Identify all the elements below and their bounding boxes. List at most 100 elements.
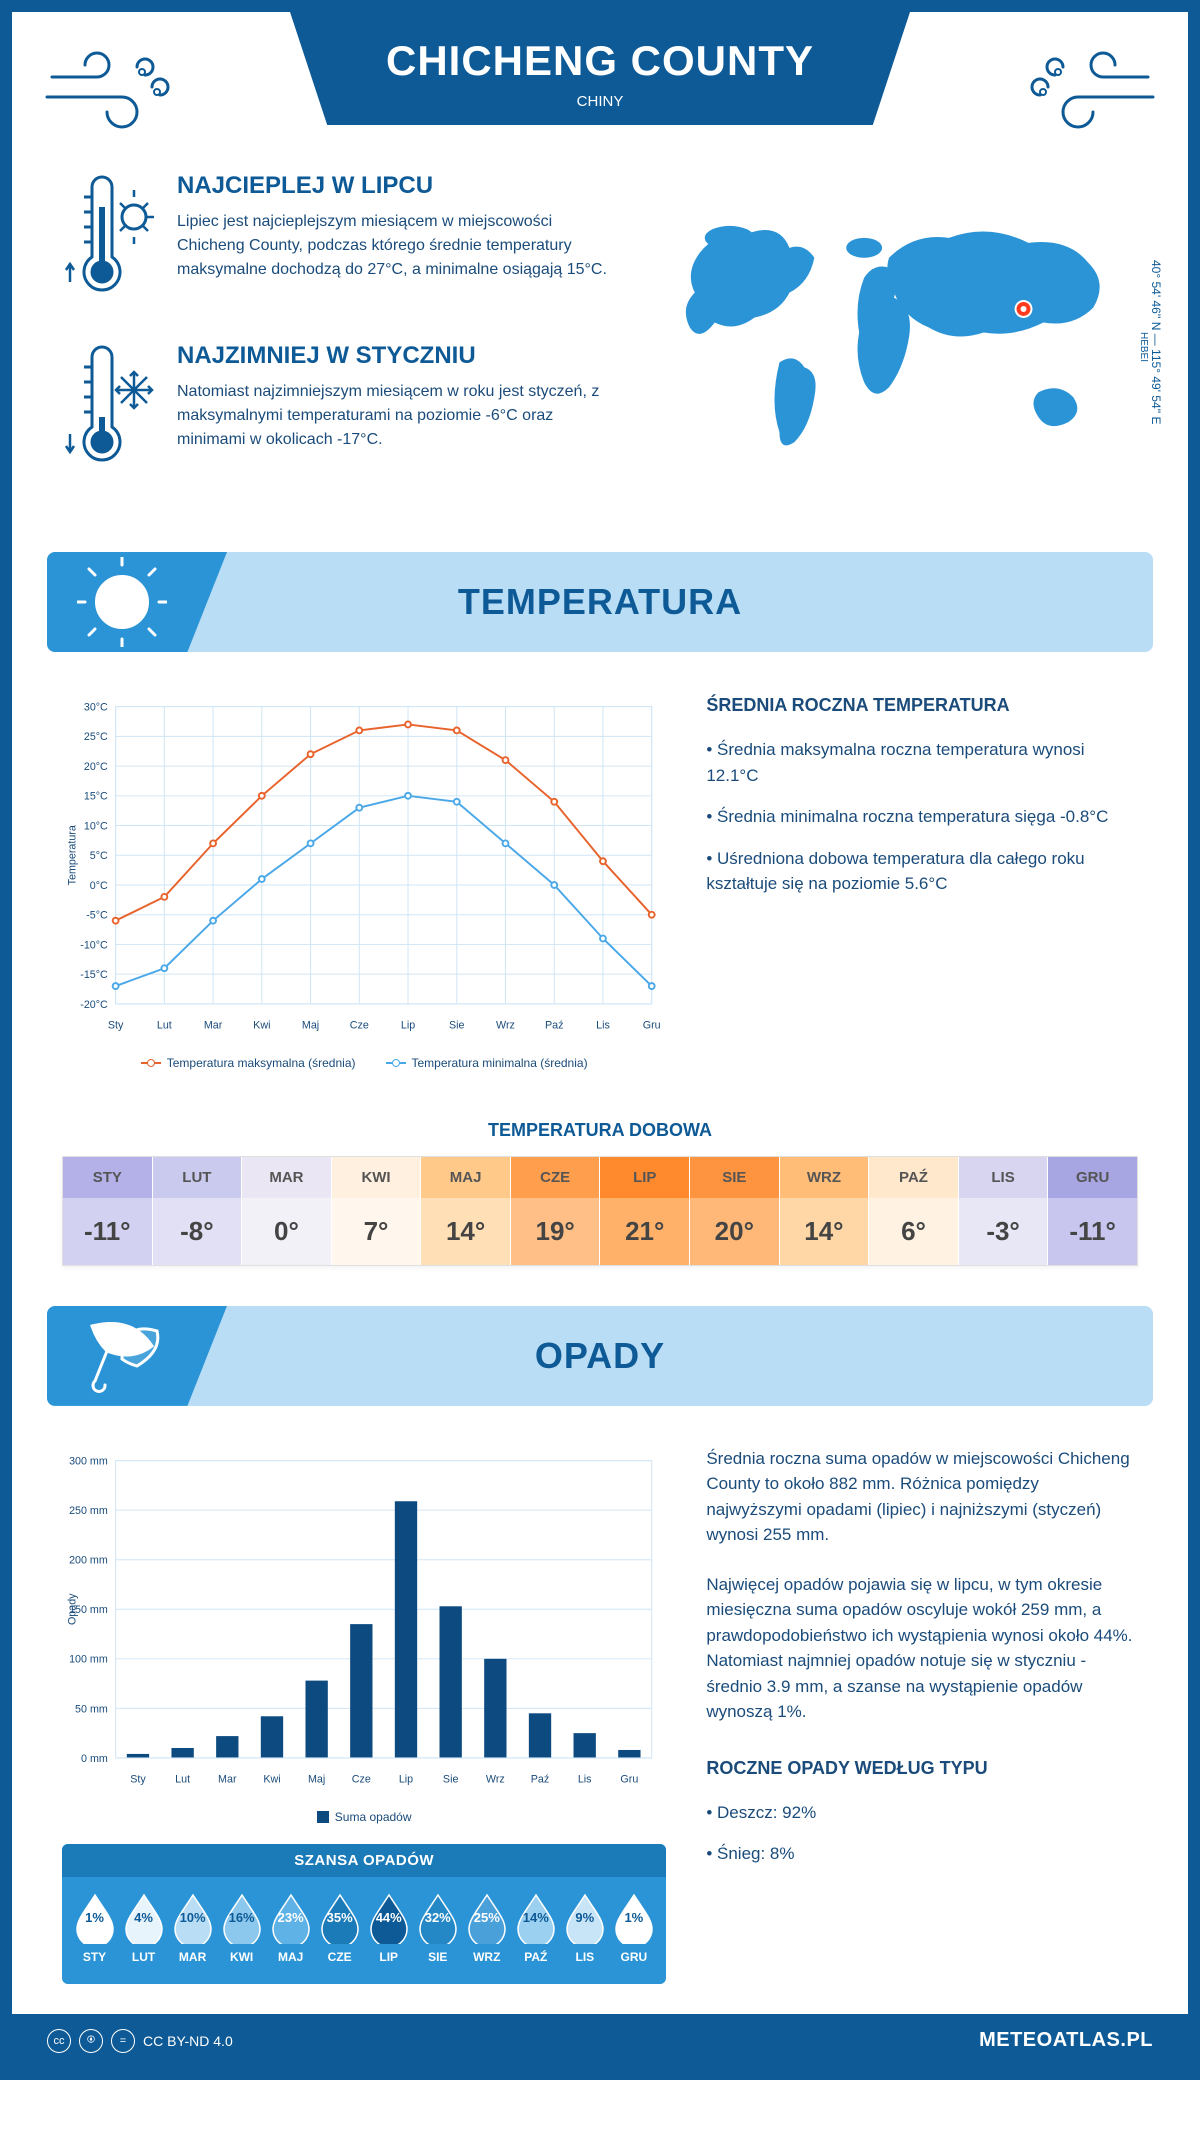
chance-drop: 14% PAŹ — [511, 1892, 560, 1964]
temp-cell: MAR 0° — [242, 1157, 332, 1265]
precipitation-title: OPADY — [535, 1335, 665, 1377]
precip-chance-panel: SZANSA OPADÓW 1% STY 4% LUT 10% MAR 16% — [62, 1844, 666, 1984]
precipitation-section-header: OPADY — [47, 1306, 1153, 1406]
infographic-frame: CHICHENG COUNTY CHINY — [0, 0, 1200, 2080]
svg-text:Mar: Mar — [204, 1019, 223, 1031]
svg-text:50 mm: 50 mm — [75, 1703, 108, 1715]
sun-icon — [77, 557, 167, 647]
temperature-chart-row: -20°C-15°C-10°C-5°C0°C5°C10°C15°C20°C25°… — [12, 682, 1188, 1100]
svg-text:20°C: 20°C — [84, 761, 108, 773]
svg-text:Gru: Gru — [643, 1019, 661, 1031]
chance-drop: 10% MAR — [168, 1892, 217, 1964]
svg-text:Sie: Sie — [449, 1019, 465, 1031]
chance-drop: 1% STY — [70, 1892, 119, 1964]
svg-text:Wrz: Wrz — [486, 1773, 505, 1785]
license-block: cc 🅯 = CC BY-ND 4.0 — [47, 2029, 233, 2053]
brand-label: METEOATLAS.PL — [979, 2029, 1153, 2052]
precipitation-text: Średnia roczna suma opadów w miejscowośc… — [706, 1446, 1138, 1984]
chance-drop: 32% SIE — [413, 1892, 462, 1964]
thermometer-hot-icon — [62, 172, 157, 307]
type-point: • Śnieg: 8% — [706, 1841, 1138, 1867]
summary-point: • Średnia minimalna roczna temperatura s… — [706, 804, 1138, 830]
chance-drop: 4% LUT — [119, 1892, 168, 1964]
svg-text:Sty: Sty — [130, 1773, 146, 1785]
temp-chart-legend: .legend-line[style*='e8622c']::after{bor… — [62, 1056, 666, 1070]
svg-text:0°C: 0°C — [90, 880, 108, 892]
world-map — [640, 203, 1138, 482]
temp-cell: PAŹ 6° — [869, 1157, 959, 1265]
cc-icon: cc — [47, 2029, 71, 2053]
chance-drop: 35% CZE — [315, 1892, 364, 1964]
svg-text:Mar: Mar — [218, 1773, 237, 1785]
summary-point: • Uśredniona dobowa temperatura dla całe… — [706, 846, 1138, 897]
svg-text:Sty: Sty — [108, 1019, 124, 1031]
temp-cell: CZE 19° — [511, 1157, 601, 1265]
hottest-title: NAJCIEPLEJ W LIPCU — [177, 172, 610, 200]
svg-text:Lis: Lis — [596, 1019, 610, 1031]
svg-text:30°C: 30°C — [84, 702, 108, 714]
svg-text:Lut: Lut — [175, 1773, 190, 1785]
svg-text:Lut: Lut — [157, 1019, 172, 1031]
daily-temp-strip: STY -11° LUT -8° MAR 0° KWI 7° MAJ 14° C… — [62, 1156, 1138, 1266]
temperature-line-chart: -20°C-15°C-10°C-5°C0°C5°C10°C15°C20°C25°… — [62, 692, 666, 1043]
location-country: CHINY — [370, 93, 830, 110]
temp-cell: LIP 21° — [600, 1157, 690, 1265]
svg-text:-10°C: -10°C — [80, 939, 108, 951]
svg-text:Lip: Lip — [399, 1773, 413, 1785]
chance-drop: 23% MAJ — [266, 1892, 315, 1964]
temperature-section-header: TEMPERATURA — [47, 552, 1153, 652]
temp-cell: KWI 7° — [332, 1157, 422, 1265]
svg-text:5°C: 5°C — [90, 850, 108, 862]
wind-icon-right — [1018, 32, 1158, 132]
svg-text:Gru: Gru — [620, 1773, 638, 1785]
coldest-block: NAJZIMNIEJ W STYCZNIU Natomiast najzimni… — [62, 342, 610, 477]
temperature-summary: ŚREDNIA ROCZNA TEMPERATURA • Średnia mak… — [706, 692, 1138, 1070]
type-point: • Deszcz: 92% — [706, 1800, 1138, 1826]
chance-drop: 44% LIP — [364, 1892, 413, 1964]
coordinates-label: 40° 54' 46'' N — 115° 49' 54'' E HEBEI — [1138, 172, 1163, 512]
svg-text:Kwi: Kwi — [253, 1019, 270, 1031]
svg-text:10°C: 10°C — [84, 820, 108, 832]
summary-point: • Średnia maksymalna roczna temperatura … — [706, 737, 1138, 788]
svg-text:100 mm: 100 mm — [69, 1654, 108, 1666]
temp-cell: LUT -8° — [153, 1157, 243, 1265]
chance-drop: 25% WRZ — [462, 1892, 511, 1964]
temp-cell: STY -11° — [63, 1157, 153, 1265]
svg-text:Paź: Paź — [545, 1019, 563, 1031]
svg-text:-20°C: -20°C — [80, 999, 108, 1011]
svg-text:Cze: Cze — [352, 1773, 371, 1785]
svg-text:0 mm: 0 mm — [81, 1753, 108, 1765]
temp-cell: MAJ 14° — [421, 1157, 511, 1265]
hottest-block: NAJCIEPLEJ W LIPCU Lipiec jest najcieple… — [62, 172, 610, 307]
svg-text:Temperatura: Temperatura — [67, 825, 79, 885]
temperature-title: TEMPERATURA — [458, 581, 742, 623]
header: CHICHENG COUNTY CHINY — [12, 12, 1188, 132]
svg-text:Sie: Sie — [443, 1773, 459, 1785]
intro-section: NAJCIEPLEJ W LIPCU Lipiec jest najcieple… — [12, 132, 1188, 542]
svg-text:15°C: 15°C — [84, 791, 108, 803]
svg-text:Maj: Maj — [308, 1773, 325, 1785]
footer: cc 🅯 = CC BY-ND 4.0 METEOATLAS.PL — [12, 2014, 1188, 2068]
thermometer-cold-icon — [62, 342, 157, 477]
coldest-text: Natomiast najzimniejszym miesiącem w rok… — [177, 380, 610, 452]
nd-icon: = — [111, 2029, 135, 2053]
svg-text:300 mm: 300 mm — [69, 1455, 108, 1467]
svg-text:-5°C: -5°C — [86, 910, 108, 922]
svg-text:Opady: Opady — [67, 1593, 79, 1625]
svg-text:250 mm: 250 mm — [69, 1505, 108, 1517]
temp-cell: LIS -3° — [959, 1157, 1049, 1265]
svg-text:25°C: 25°C — [84, 731, 108, 743]
title-banner: CHICHENG COUNTY CHINY — [290, 12, 910, 125]
umbrella-icon — [77, 1311, 167, 1401]
temp-cell: SIE 20° — [690, 1157, 780, 1265]
by-icon: 🅯 — [79, 2029, 103, 2053]
precipitation-bar-chart: 0 mm50 mm100 mm150 mm200 mm250 mm300 mmS… — [62, 1446, 666, 1797]
coldest-title: NAJZIMNIEJ W STYCZNIU — [177, 342, 610, 370]
svg-text:Lip: Lip — [401, 1019, 415, 1031]
temp-cell: WRZ 14° — [780, 1157, 870, 1265]
precipitation-chart-row: 0 mm50 mm100 mm150 mm200 mm250 mm300 mmS… — [12, 1436, 1188, 2014]
svg-text:200 mm: 200 mm — [69, 1555, 108, 1567]
temp-cell: GRU -11° — [1048, 1157, 1137, 1265]
chance-drop: 9% LIS — [560, 1892, 609, 1964]
wind-icon-left — [42, 32, 182, 132]
